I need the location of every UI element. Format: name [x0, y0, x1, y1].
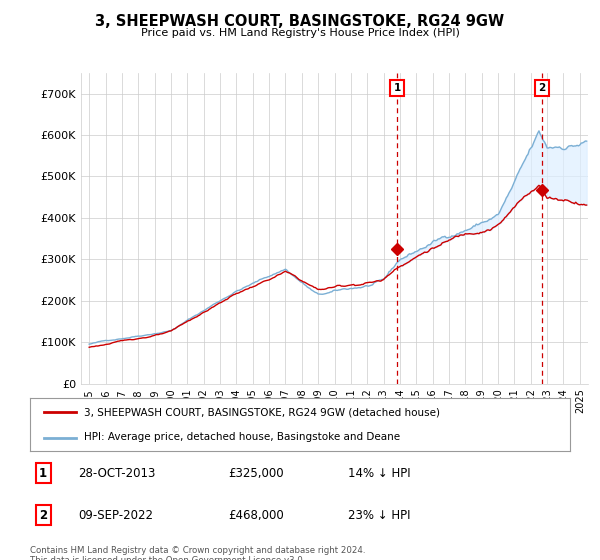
Text: £325,000: £325,000 — [228, 466, 284, 480]
Text: Contains HM Land Registry data © Crown copyright and database right 2024.
This d: Contains HM Land Registry data © Crown c… — [30, 546, 365, 560]
Text: 1: 1 — [394, 83, 401, 94]
Text: 1: 1 — [39, 466, 47, 480]
Text: 28-OCT-2013: 28-OCT-2013 — [78, 466, 155, 480]
Text: £468,000: £468,000 — [228, 508, 284, 522]
Text: 2: 2 — [538, 83, 545, 94]
Text: 3, SHEEPWASH COURT, BASINGSTOKE, RG24 9GW (detached house): 3, SHEEPWASH COURT, BASINGSTOKE, RG24 9G… — [84, 408, 440, 418]
Text: 3, SHEEPWASH COURT, BASINGSTOKE, RG24 9GW: 3, SHEEPWASH COURT, BASINGSTOKE, RG24 9G… — [95, 14, 505, 29]
Text: 2: 2 — [39, 508, 47, 522]
Text: 23% ↓ HPI: 23% ↓ HPI — [348, 508, 410, 522]
Text: 14% ↓ HPI: 14% ↓ HPI — [348, 466, 410, 480]
Text: 09-SEP-2022: 09-SEP-2022 — [78, 508, 153, 522]
Text: Price paid vs. HM Land Registry's House Price Index (HPI): Price paid vs. HM Land Registry's House … — [140, 28, 460, 38]
Text: HPI: Average price, detached house, Basingstoke and Deane: HPI: Average price, detached house, Basi… — [84, 432, 400, 442]
